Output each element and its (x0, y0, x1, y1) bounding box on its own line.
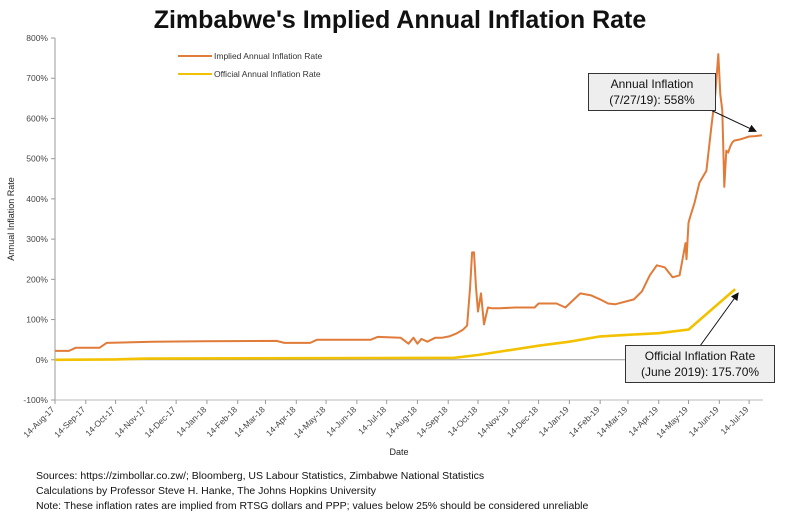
x-tick-label: 14-Aug-18 (384, 404, 419, 439)
y-tick-label: 500% (26, 154, 48, 164)
y-tick-label: 200% (26, 274, 48, 284)
annual-callout-line1: Annual Inflation (610, 77, 694, 91)
x-tick-label: 14-Dec-17 (142, 404, 177, 439)
inflation-chart: -100% 0% 100% 200% 300% 400% 500% 600% 700% 800% 1… (6, 33, 763, 457)
y-tick-label: 700% (26, 73, 48, 83)
annual-callout-line2: (7/27/19): 558% (609, 93, 695, 107)
x-tick-label: 14-Jan-18 (174, 404, 208, 438)
y-tick-label: 100% (26, 315, 48, 325)
y-tick-label: 400% (26, 194, 48, 204)
official-inflation-line (54, 288, 737, 362)
x-tick-label: 14-Dec-18 (505, 404, 540, 439)
chart-footer: Sources: https://zimbollar.co.zw/; Bloom… (36, 469, 588, 514)
official-inflation-callout: Official Inflation Rate (June 2019): 175… (625, 345, 775, 383)
y-axis-label: Annual Inflation Rate (6, 177, 16, 261)
x-tick-label: 14-Sep-17 (52, 404, 87, 439)
x-tick-label: 14-Aug-17 (21, 404, 56, 439)
implied-inflation-line (55, 53, 763, 352)
x-tick-label: 14-Nov-17 (113, 404, 148, 439)
y-tick-label: 300% (26, 234, 48, 244)
y-tick-label: 800% (26, 33, 48, 43)
x-tick-label: 14-Jan-19 (537, 404, 571, 438)
x-tick-label: 14-May-19 (654, 404, 690, 440)
x-tick-label: 14-May-18 (292, 404, 328, 440)
legend-entry: Implied Annual Inflation Rate (214, 51, 322, 61)
x-tick-label: 14-Sep-18 (414, 404, 449, 439)
official-callout-line1: Official Inflation Rate (644, 349, 756, 363)
x-tick-label: 14-Nov-18 (475, 404, 510, 439)
x-axis-label: Date (389, 447, 408, 457)
footer-note: Note: These inflation rates are implied … (36, 500, 589, 512)
annual-inflation-callout: Annual Inflation (7/27/19): 558% (588, 73, 716, 111)
legend-entry: Official Annual Inflation Rate (214, 69, 321, 79)
y-tick-label: 0% (36, 355, 49, 365)
official-callout-line2: (June 2019): 175.70% (640, 365, 760, 379)
x-tick-label: 14-Jul-19 (718, 404, 750, 436)
x-tick-label: 14-Mar-18 (232, 404, 267, 439)
y-tick-label: 600% (26, 113, 48, 123)
chart-title: Zimbabwe's Implied Annual Inflation Rate (153, 6, 647, 34)
x-tick-label: 14-Mar-19 (595, 404, 630, 439)
official-callout-arrow (699, 292, 739, 347)
x-tick-label: 14-Jun-18 (324, 404, 358, 438)
footer-calculations: Calculations by Professor Steve H. Hanke… (36, 485, 377, 497)
footer-sources: Sources: https://zimbollar.co.zw/; Bloom… (36, 470, 485, 482)
y-tick-label: -100% (23, 395, 48, 405)
x-tick-label: 14-Jun-19 (687, 404, 721, 438)
